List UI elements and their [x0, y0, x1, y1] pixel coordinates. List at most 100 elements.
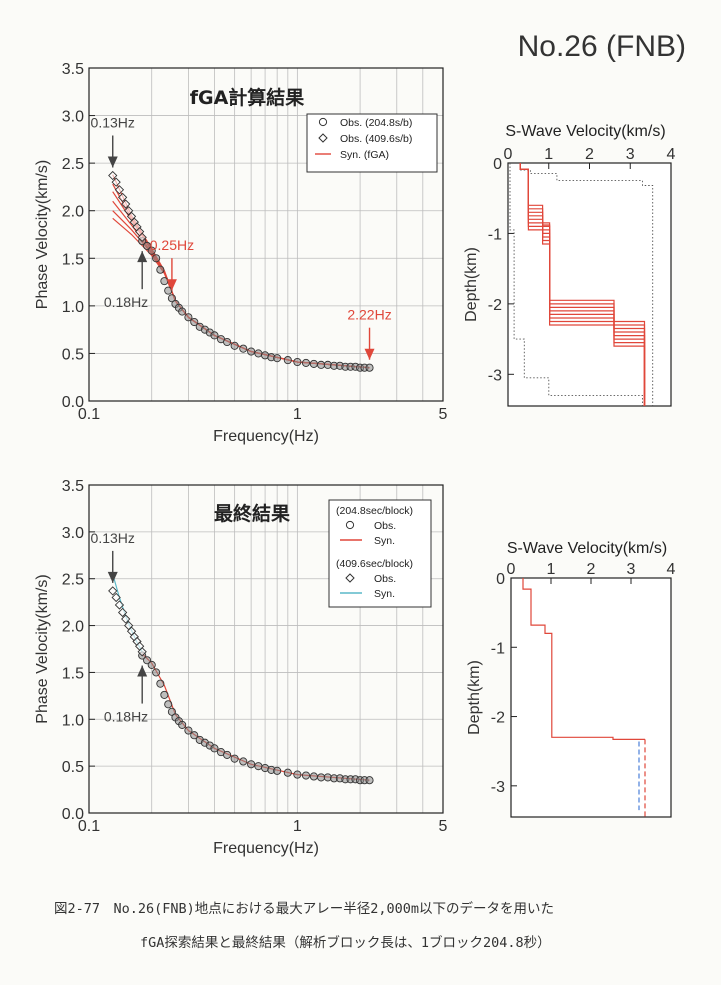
obs-point-204 — [283, 768, 292, 777]
caption-line-2: fGA探索結果と最終結果（解析ブロック長は、1ブロック204.8秒） — [140, 934, 551, 951]
obs-point-204 — [152, 254, 161, 263]
obs-point-204 — [164, 700, 173, 709]
obs-point-204 — [273, 766, 282, 775]
obs-point-204 — [230, 754, 239, 763]
annotation-label: 0.18Hz — [104, 294, 148, 310]
chart-fga-swave-profile: 0 1 2 3 4 0 -1 -2 -3 S-Wave Velocity(km/s) Depth(k… — [463, 123, 676, 407]
y-tick-label: 2.0 — [62, 619, 84, 636]
obs-point-204 — [223, 337, 232, 347]
y-tick-label: 1.5 — [62, 665, 84, 682]
obs-point-409 — [121, 199, 131, 209]
annotation-label: 0.13Hz — [91, 115, 135, 131]
obs-point-204 — [184, 726, 193, 735]
legend-label: Obs. (204.8s/b) — [340, 117, 412, 129]
annotation-arrow-head — [107, 571, 118, 583]
legend-marker-diamond — [345, 573, 355, 583]
x-tick-label: 4 — [667, 561, 676, 578]
obs-point-204 — [365, 363, 374, 372]
y-tick-label: 3.5 — [62, 61, 84, 78]
x-tick-label: 3 — [626, 146, 635, 163]
obs-point-204 — [184, 313, 193, 322]
x-tick-label: 2 — [587, 561, 596, 578]
obs-point-204 — [301, 358, 311, 367]
obs-point-204 — [167, 707, 176, 716]
plot-frame — [88, 67, 444, 402]
obs-point-409 — [117, 607, 128, 618]
chart-final-swave-profile: 0 1 2 3 4 0 -1 -2 -3 S-Wave Velocity(km/s) Depth(k… — [466, 540, 676, 818]
obs-point-409 — [108, 586, 118, 596]
obs-point-409 — [117, 192, 128, 203]
legend-marker-diamond — [318, 133, 328, 143]
legend-label: Syn. — [374, 588, 395, 600]
obs-point-204 — [190, 731, 199, 740]
y-tick-label: 1.0 — [62, 712, 84, 729]
y-tick-label: 1.5 — [62, 251, 84, 268]
y-tick-label: 1.0 — [62, 299, 84, 316]
obs-point-204 — [239, 344, 248, 353]
obs-point-204 — [143, 241, 152, 250]
y-axis-label: Phase Velocity(km/s) — [34, 574, 51, 723]
y-tick-label: -1 — [488, 226, 502, 243]
obs-point-204 — [160, 690, 169, 699]
x-tick-label: 5 — [439, 406, 448, 423]
annotation-arrow-head — [166, 279, 177, 291]
x-tick-label: 0.1 — [78, 818, 100, 835]
y-tick-label: -3 — [491, 779, 505, 796]
legend-group-title: (204.8sec/block) — [336, 505, 413, 517]
x-tick-label: 5 — [439, 818, 448, 835]
obs-point-204 — [317, 773, 326, 782]
obs-point-204 — [247, 347, 256, 356]
obs-point-204 — [152, 668, 161, 677]
obs-point-204 — [283, 356, 292, 365]
annotation-arrow-head — [137, 665, 148, 677]
legend-label: Syn. (fGA) — [340, 149, 389, 161]
y-tick-label: 3.5 — [62, 478, 84, 495]
x-axis-label: Frequency(Hz) — [213, 428, 319, 445]
x-tick-label: 1 — [293, 406, 302, 423]
annotation-label: 0.13Hz — [91, 530, 135, 546]
obs-point-204 — [247, 760, 256, 769]
x-tick-label: 0.1 — [78, 406, 100, 423]
y-tick-label: 0.5 — [62, 759, 84, 776]
obs-point-204 — [178, 720, 187, 729]
obs-point-204 — [309, 772, 318, 781]
obs-point-204 — [190, 317, 199, 327]
annotation-label: 0.18Hz — [104, 709, 148, 725]
obs-point-204 — [223, 750, 232, 759]
y-tick-label: 3.0 — [62, 109, 84, 126]
chart-title: 最終結果 — [214, 502, 290, 525]
obs-point-204 — [254, 349, 263, 358]
x-tick-label: 0 — [504, 146, 513, 163]
x-axis-label: Frequency(Hz) — [213, 840, 319, 857]
vs-profile-line — [519, 163, 646, 406]
x-tick-label: 2 — [585, 146, 594, 163]
obs-point-409 — [111, 177, 121, 187]
obs-point-204 — [147, 246, 156, 255]
obs-point-204 — [365, 776, 374, 785]
x-tick-label: 0 — [507, 561, 516, 578]
x-tick-label: 1 — [547, 561, 556, 578]
page-title: No.26 (FNB) — [518, 30, 686, 63]
y-tick-label: 3.0 — [62, 525, 84, 542]
obs-point-204 — [210, 331, 219, 340]
obs-point-204 — [156, 679, 165, 688]
obs-point-204 — [164, 286, 173, 295]
plot-frame — [88, 484, 444, 814]
obs-point-204 — [167, 294, 176, 303]
obs-point-204 — [230, 341, 239, 350]
annotation-label: 0.25Hz — [150, 237, 194, 253]
chart-fga-phase-velocity: 0.0 0.5 1.0 1.5 2.0 2.5 3.0 3.5 0.1 1 5 Frequency(H… — [34, 61, 448, 445]
y-tick-label: 2.0 — [62, 204, 84, 221]
legend-marker-circle — [318, 117, 328, 127]
obs-point-204 — [273, 354, 282, 363]
legend-label: Obs. (409.6s/b) — [340, 133, 412, 145]
obs-point-409 — [137, 232, 147, 242]
x-axis-title: S-Wave Velocity(km/s) — [507, 540, 667, 557]
obs-point-409 — [114, 600, 125, 610]
syn-line — [112, 174, 370, 369]
legend-label: Obs. — [374, 520, 396, 532]
obs-point-204 — [254, 762, 263, 771]
y-tick-label: -2 — [491, 710, 505, 727]
obs-point-204 — [178, 307, 187, 316]
obs-point-204 — [160, 277, 169, 286]
